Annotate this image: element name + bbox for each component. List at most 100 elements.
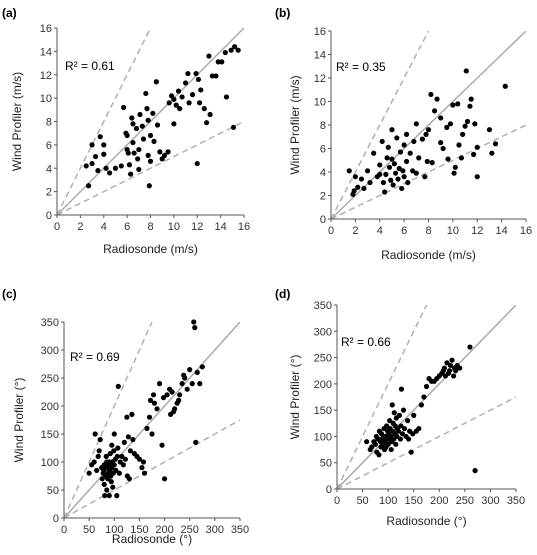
data-point — [450, 102, 456, 108]
data-point — [486, 127, 493, 133]
data-point — [456, 142, 462, 148]
data-point — [468, 96, 474, 102]
y-tick-label: 200 — [314, 379, 332, 391]
one-to-one-line — [64, 322, 240, 518]
data-point — [399, 185, 405, 192]
data-point — [149, 431, 155, 437]
r-squared-label: R² = 0.61 — [65, 59, 115, 73]
data-point — [422, 174, 428, 180]
x-tick-label: 6 — [124, 221, 130, 233]
data-point — [388, 446, 394, 453]
data-point — [179, 381, 185, 387]
data-point — [118, 163, 124, 169]
data-point — [232, 44, 238, 50]
y-tick-label: 300 — [314, 326, 332, 338]
data-point — [193, 439, 199, 445]
data-point — [489, 150, 495, 156]
y-tick-label: 14 — [314, 50, 326, 62]
data-point — [358, 176, 365, 182]
data-point — [103, 453, 109, 459]
data-point — [383, 171, 389, 177]
data-point — [154, 406, 160, 412]
data-point — [153, 79, 159, 85]
chart-panel-1: (a) 0 2 4 6 8 10 12 14 16 0 2 4 6 8 10 12 14 16 Radiosonde … — [2, 6, 250, 256]
data-point — [364, 168, 371, 174]
x-tick-label: 100 — [105, 524, 123, 536]
y-tick-label: 0 — [326, 484, 332, 496]
data-point — [390, 182, 396, 188]
y-tick-label: 200 — [41, 401, 59, 413]
y-tick-label: 250 — [314, 353, 332, 365]
data-point — [364, 439, 370, 445]
data-point — [97, 437, 103, 443]
data-point — [95, 453, 101, 459]
data-point — [404, 418, 411, 424]
data-point — [130, 139, 136, 146]
data-point — [405, 179, 411, 186]
data-point — [147, 397, 154, 403]
y-tick-label: 6 — [320, 144, 326, 156]
data-point — [147, 132, 154, 139]
r-squared-label: R² = 0.35 — [336, 60, 386, 74]
data-point — [380, 179, 387, 186]
data-point — [111, 448, 117, 454]
data-point — [94, 467, 100, 473]
data-point — [385, 144, 391, 150]
data-point — [108, 479, 114, 485]
data-point — [403, 158, 410, 165]
x-tick-label: 200 — [155, 524, 173, 536]
data-point — [223, 94, 230, 100]
data-point — [204, 120, 210, 126]
data-point — [451, 373, 457, 379]
data-point — [136, 166, 142, 173]
data-point — [154, 122, 161, 128]
data-point — [106, 170, 113, 176]
data-point — [101, 481, 107, 487]
data-point — [474, 144, 480, 150]
data-point — [199, 364, 205, 370]
data-point — [377, 162, 383, 168]
y-tick-label: 10 — [40, 93, 52, 105]
y-axis-label: Wind Profiler (°) — [288, 355, 302, 440]
data-point — [173, 102, 179, 108]
x-axis-label: Radiosonde (°) — [112, 532, 192, 546]
data-point — [230, 124, 237, 130]
data-point — [130, 437, 136, 443]
y-tick-label: 0 — [53, 513, 59, 525]
lower-bound-line — [64, 419, 240, 518]
y-tick-label: 100 — [314, 431, 332, 443]
data-point — [89, 142, 95, 148]
upper-bound-line — [331, 31, 430, 219]
data-point — [361, 185, 367, 192]
data-point — [101, 142, 107, 148]
data-point — [166, 100, 172, 106]
y-tick-label: 4 — [46, 163, 52, 175]
data-point — [367, 179, 373, 186]
data-point — [400, 407, 407, 413]
x-tick-label: 50 — [356, 495, 368, 507]
y-tick-label: 0 — [320, 214, 326, 226]
data-point — [355, 184, 361, 190]
data-point — [458, 155, 465, 161]
data-point — [141, 470, 148, 476]
data-point — [453, 368, 459, 374]
data-point — [467, 344, 473, 350]
data-point — [92, 153, 99, 160]
data-point — [467, 103, 473, 109]
data-point — [449, 357, 455, 363]
data-point — [177, 106, 183, 112]
data-point — [115, 383, 121, 389]
y-tick-label: 14 — [40, 46, 52, 58]
lower-bound-line — [337, 396, 516, 489]
data-point — [125, 434, 131, 440]
data-point — [146, 183, 152, 189]
y-tick-label: 150 — [314, 405, 332, 417]
data-point — [160, 395, 167, 401]
y-tick-label: 0 — [46, 210, 52, 222]
x-tick-label: 300 — [206, 524, 224, 536]
data-point — [428, 91, 434, 98]
reference-lines — [64, 322, 240, 518]
data-point — [472, 121, 478, 127]
x-tick-label: 50 — [83, 524, 95, 536]
